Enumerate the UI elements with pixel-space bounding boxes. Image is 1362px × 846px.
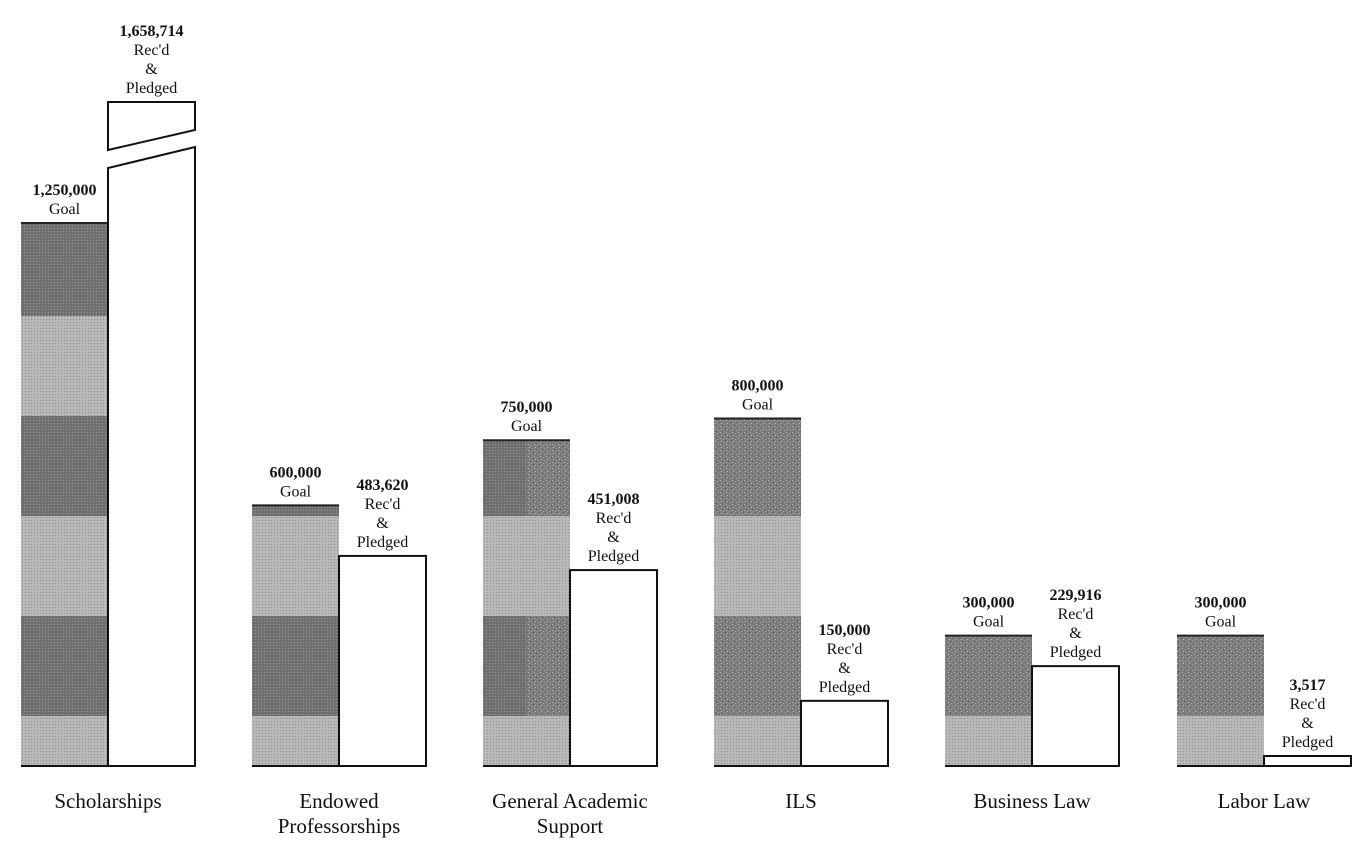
goal-value-label: 300,000 bbox=[963, 595, 1015, 612]
goal-value-label: 300,000 bbox=[1195, 595, 1247, 612]
goal-tag-label: Goal bbox=[49, 201, 81, 218]
goal-bar bbox=[483, 439, 570, 766]
received-value-label: 483,620 bbox=[357, 477, 409, 494]
goal-tag-label: Goal bbox=[1205, 614, 1237, 631]
received-bar bbox=[107, 101, 196, 767]
goal-bar bbox=[21, 222, 108, 766]
category-label: Labor Law bbox=[1218, 789, 1312, 813]
received-tag-label: & bbox=[1301, 715, 1314, 732]
received-bar bbox=[800, 699, 889, 768]
labels-layer: 1,250,000 Goal 1,658,714 Rec'd & Pledged Schol… bbox=[33, 23, 1334, 838]
received-tag-label: Rec'd bbox=[134, 42, 170, 59]
received-bar bbox=[1031, 665, 1120, 768]
goal-value-label: 600,000 bbox=[270, 464, 322, 481]
received-tag-label: Rec'd bbox=[1058, 606, 1094, 623]
received-value-label: 229,916 bbox=[1050, 587, 1102, 604]
goal-value-label: 800,000 bbox=[732, 377, 784, 394]
category-label: Endowed bbox=[299, 789, 379, 813]
goal-value-label: 750,000 bbox=[501, 399, 553, 416]
received-value-label: 150,000 bbox=[819, 622, 871, 639]
category-label: ILS bbox=[785, 789, 817, 813]
received-tag-label: Rec'd bbox=[1290, 696, 1326, 713]
goal-bar bbox=[945, 634, 1032, 766]
received-tag-label: Pledged bbox=[357, 534, 409, 551]
received-value-label: 3,517 bbox=[1290, 677, 1326, 694]
received-value-label: 451,008 bbox=[588, 491, 640, 508]
received-tag-label: Pledged bbox=[588, 548, 640, 565]
received-tag-label: & bbox=[1069, 625, 1082, 642]
category-label: Support bbox=[537, 814, 604, 838]
category-label: Business Law bbox=[973, 789, 1091, 813]
received-tag-label: Rec'd bbox=[365, 496, 401, 513]
goal-bar bbox=[1177, 634, 1264, 766]
goal-value-label: 1,250,000 bbox=[33, 182, 97, 199]
goal-tag-label: Goal bbox=[742, 396, 774, 413]
goal-tag-label: Goal bbox=[511, 418, 543, 435]
received-tag-label: Pledged bbox=[126, 80, 178, 97]
received-tag-label: Pledged bbox=[819, 679, 871, 696]
received-tag-label: & bbox=[376, 515, 389, 532]
bars-layer bbox=[21, 101, 1352, 768]
received-bar bbox=[338, 554, 427, 767]
received-value-label: 1,658,714 bbox=[120, 23, 184, 40]
goal-bar bbox=[714, 417, 801, 766]
goal-tag-label: Goal bbox=[280, 483, 312, 500]
received-bar bbox=[569, 569, 658, 768]
category-label: Scholarships bbox=[54, 789, 161, 813]
received-tag-label: Rec'd bbox=[827, 641, 863, 658]
goal-bar bbox=[252, 504, 339, 766]
received-tag-label: & bbox=[607, 529, 620, 546]
received-tag-label: Rec'd bbox=[596, 510, 632, 527]
received-bar bbox=[1263, 755, 1352, 767]
category-label: General Academic bbox=[492, 789, 648, 813]
received-tag-label: & bbox=[838, 660, 851, 677]
received-tag-label: & bbox=[145, 61, 158, 78]
category-label: Professorships bbox=[278, 814, 401, 838]
received-tag-label: Pledged bbox=[1050, 644, 1102, 661]
received-tag-label: Pledged bbox=[1282, 734, 1334, 751]
goal-tag-label: Goal bbox=[973, 614, 1005, 631]
